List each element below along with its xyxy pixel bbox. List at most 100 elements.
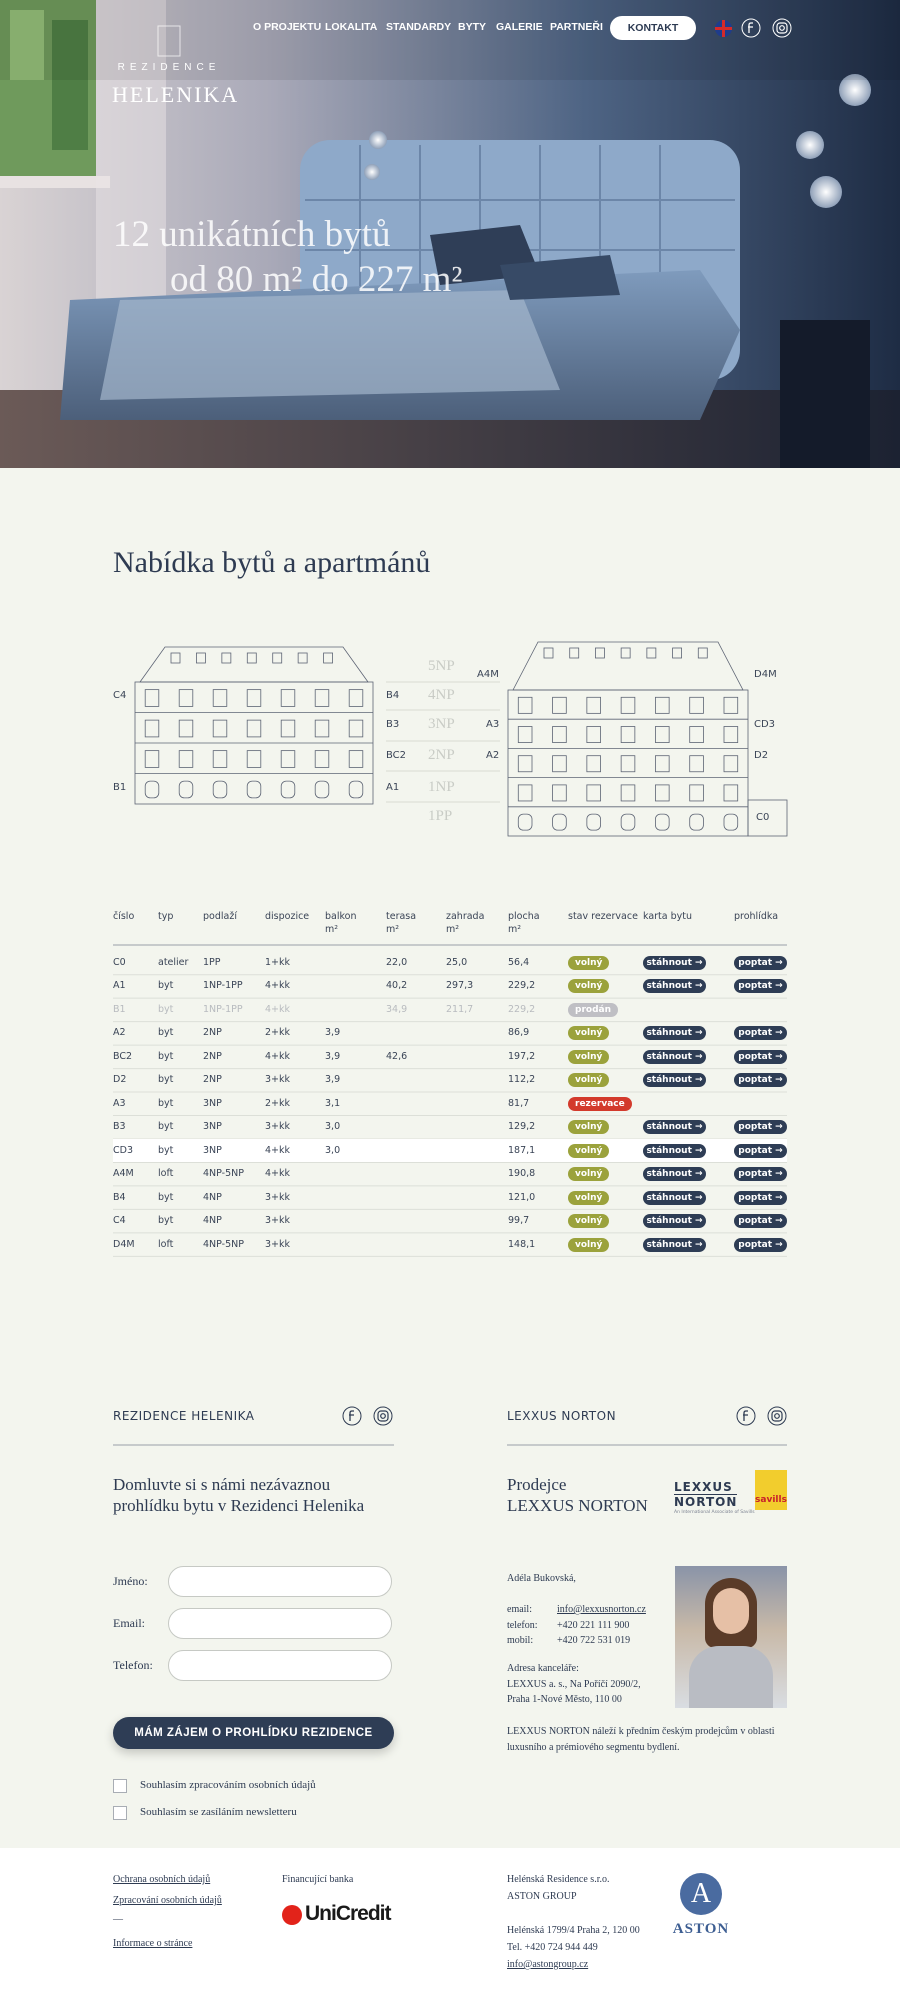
- address-line: Praha 1-Nové Město, 110 00: [507, 1694, 622, 1705]
- building-label[interactable]: 1NP: [428, 779, 455, 795]
- roof-window: [569, 647, 580, 659]
- inquire-button[interactable]: poptat →: [734, 1237, 787, 1252]
- text-input[interactable]: [168, 1566, 392, 1597]
- building-label[interactable]: A2: [486, 750, 500, 761]
- window: [655, 726, 670, 743]
- footer-link[interactable]: Zpracování osobních údajů: [113, 1895, 222, 1906]
- download-button[interactable]: stáhnout →: [643, 956, 706, 970]
- download-button[interactable]: stáhnout →: [643, 979, 706, 994]
- footer-link[interactable]: Informace o stránce: [113, 1938, 193, 1949]
- building-label[interactable]: 2NP: [428, 747, 455, 763]
- detail-value[interactable]: info@lexxusnorton.cz: [557, 1604, 646, 1615]
- window: [314, 750, 330, 768]
- inquire-button[interactable]: poptat →: [734, 1073, 787, 1088]
- inquire-button[interactable]: poptat →: [734, 1143, 787, 1158]
- window: [348, 750, 364, 768]
- building-label[interactable]: C4: [113, 690, 127, 701]
- logo-lexxus: LEXXUS: [674, 1480, 733, 1494]
- building-label[interactable]: D2: [754, 750, 769, 761]
- seller-heading: Prodejce: [507, 1475, 567, 1494]
- table-header: typ: [158, 911, 174, 922]
- window: [689, 784, 704, 802]
- table-cell: C0: [113, 957, 126, 968]
- checkbox[interactable]: [113, 1806, 127, 1820]
- download-button[interactable]: stáhnout →: [643, 1026, 706, 1041]
- table-cell: 3,1: [325, 1097, 341, 1109]
- window: [517, 726, 533, 743]
- building-label[interactable]: C0: [756, 812, 770, 823]
- company-address: Tel. +420 724 944 449: [507, 1942, 598, 1953]
- building-label[interactable]: A3: [486, 719, 500, 730]
- download-button[interactable]: stáhnout →: [643, 1237, 706, 1252]
- inquire-button[interactable]: poptat →: [734, 1026, 787, 1041]
- instagram-lens: [774, 1413, 780, 1419]
- table-cell: 112,2: [508, 1074, 536, 1086]
- table-cell: byt: [158, 1050, 174, 1062]
- status-badge: volný: [568, 1026, 610, 1041]
- building-label[interactable]: B1: [113, 782, 127, 793]
- table-cell: byt: [158, 1121, 174, 1133]
- photo-body: [689, 1646, 773, 1708]
- building-label[interactable]: A1: [386, 782, 400, 793]
- inquire-button[interactable]: poptat →: [734, 1190, 787, 1205]
- building-body: [134, 681, 374, 805]
- inquire-button[interactable]: poptat →: [734, 979, 787, 994]
- window: [280, 719, 296, 738]
- nav-link[interactable]: PARTNEŘI: [550, 21, 603, 33]
- window: [586, 813, 601, 831]
- building-label[interactable]: 5NP: [428, 658, 455, 674]
- download-button[interactable]: stáhnout →: [643, 1214, 706, 1229]
- facebook-glyph: [743, 1410, 748, 1421]
- table-cell: 4+kk: [265, 1050, 291, 1062]
- download-button[interactable]: stáhnout →: [643, 1143, 706, 1158]
- table-cell: CD3: [113, 1144, 133, 1156]
- nav-link[interactable]: O PROJEKTU: [253, 21, 322, 33]
- submit-button[interactable]: MÁM ZÁJEM O PROHLÍDKU REZIDENCE: [113, 1717, 394, 1749]
- download-button[interactable]: stáhnout →: [643, 1049, 706, 1064]
- text-input[interactable]: [168, 1608, 392, 1639]
- nav-link[interactable]: GALERIE: [496, 21, 543, 33]
- building-label[interactable]: 3NP: [428, 716, 455, 732]
- nav-link[interactable]: STANDARDY: [386, 21, 452, 33]
- building-label[interactable]: B3: [386, 719, 400, 730]
- checkbox[interactable]: [113, 1779, 127, 1793]
- building-label[interactable]: CD3: [754, 719, 776, 730]
- building-label[interactable]: B4: [386, 690, 400, 701]
- download-button[interactable]: stáhnout →: [643, 1167, 706, 1182]
- table-cell: byt: [158, 1144, 174, 1156]
- building-label[interactable]: D4M: [754, 669, 777, 680]
- table-cell: byt: [158, 1027, 174, 1039]
- building-label[interactable]: A4M: [477, 669, 499, 680]
- inquire-button[interactable]: poptat →: [734, 1214, 787, 1229]
- table-cell: 2+kk: [265, 1097, 291, 1109]
- building-label[interactable]: 1PP: [428, 808, 453, 824]
- agent-photo: [675, 1566, 787, 1708]
- text-input[interactable]: [168, 1650, 392, 1681]
- window: [689, 755, 704, 773]
- download-button[interactable]: stáhnout →: [643, 1190, 706, 1205]
- inquire-button[interactable]: poptat →: [734, 1049, 787, 1064]
- about-text: LEXXUS NORTON náleží k předním českým pr…: [507, 1726, 775, 1753]
- footer-link[interactable]: Ochrana osobních údajů: [113, 1874, 211, 1885]
- inquire-button[interactable]: poptat →: [734, 1167, 787, 1182]
- download-button[interactable]: stáhnout →: [643, 1120, 706, 1135]
- instagram-glyph: [771, 1410, 783, 1422]
- building-roof: [512, 641, 744, 691]
- table-header: stav rezervace: [568, 911, 638, 922]
- nav-link[interactable]: LOKALITA: [325, 21, 378, 33]
- status-badge: rezervace: [568, 1096, 632, 1111]
- table-cell: 3,9: [325, 1027, 341, 1039]
- inquire-button[interactable]: poptat →: [734, 1120, 787, 1135]
- table-cell: loft: [158, 1168, 174, 1180]
- status-badge: volný: [568, 1190, 610, 1205]
- table-cell: 3,9: [325, 1050, 341, 1062]
- building-label[interactable]: 4NP: [428, 687, 455, 703]
- inquire-button[interactable]: poptat →: [734, 956, 787, 970]
- contact-button[interactable]: KONTAKT: [610, 16, 696, 40]
- section-title: Nabídka bytů a apartmánů: [113, 546, 431, 579]
- download-button[interactable]: stáhnout →: [643, 1073, 706, 1088]
- building-label[interactable]: BC2: [386, 750, 407, 761]
- nav-link[interactable]: BYTY: [458, 21, 487, 33]
- table-cell: 3,0: [325, 1144, 341, 1156]
- company-address[interactable]: info@astongroup.cz: [507, 1959, 589, 1970]
